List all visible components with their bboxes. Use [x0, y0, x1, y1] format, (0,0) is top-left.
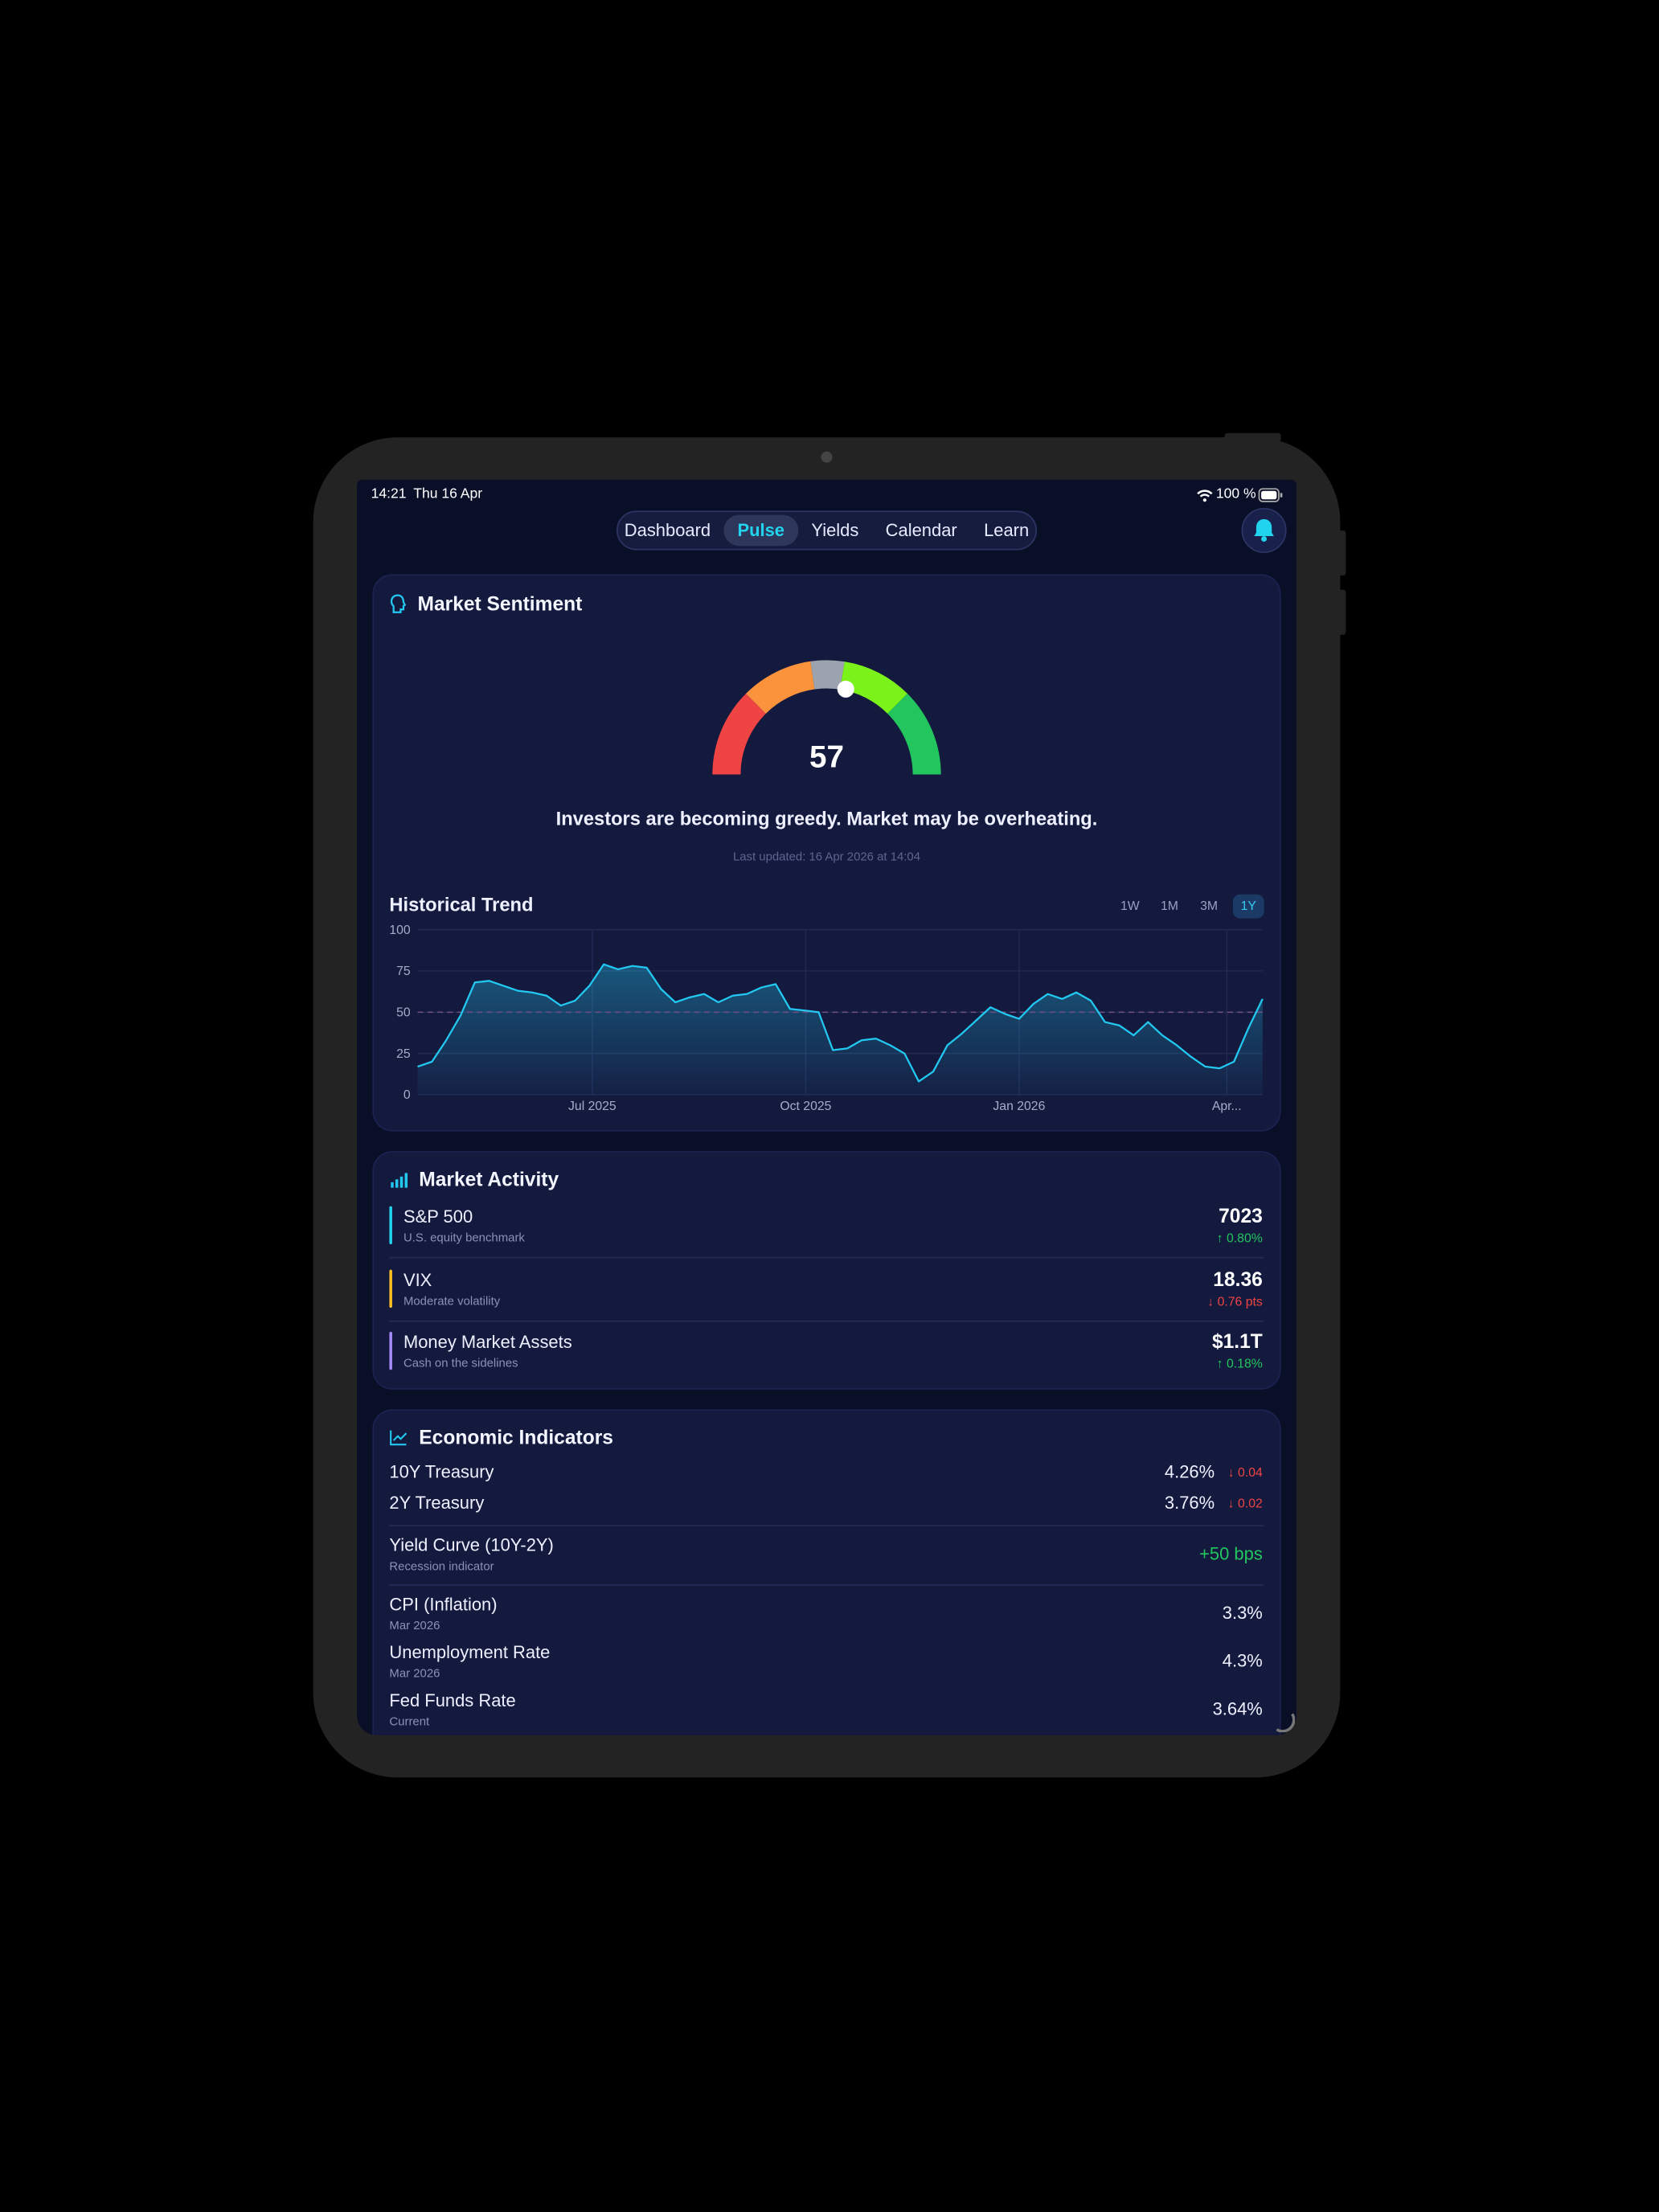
- indicator-name: Fed Funds Rate: [389, 1690, 516, 1711]
- sentiment-message: Investors are becoming greedy. Market ma…: [555, 808, 1098, 830]
- row-name: VIX: [403, 1269, 432, 1290]
- section-title: Historical Trend: [389, 894, 534, 916]
- accent-bar: [389, 1206, 392, 1244]
- battery-text: 100 %: [1215, 486, 1256, 502]
- indicator-name: 2Y Treasury: [389, 1493, 485, 1514]
- indicator-value: 4.26%: [1164, 1462, 1215, 1482]
- activity-card: [372, 1151, 1281, 1390]
- nav-tab[interactable]: Dashboard: [624, 520, 711, 541]
- screen: 14:21 Thu 16 Apr 100 % Dashboard Pulse Yie…: [357, 479, 1296, 1735]
- gauge-zone: [887, 694, 941, 775]
- gauge-zone: [810, 660, 845, 690]
- separator: [389, 1583, 1264, 1586]
- nav-tab[interactable]: Calendar: [885, 520, 957, 541]
- screen-layer: 14:21 Thu 16 Apr 100 % Dashboard Pulse Yie…: [357, 480, 1296, 1735]
- accent-bar: [389, 1331, 392, 1370]
- indicator-value: 3.76%: [1164, 1493, 1215, 1514]
- y-tick-label: 0: [403, 1088, 411, 1102]
- card-title: Market Activity: [419, 1167, 559, 1190]
- row-change: ↑ 0.18%: [1216, 1356, 1263, 1371]
- indicator-name: Yield Curve (10Y-2Y): [389, 1535, 554, 1555]
- indicator-name: Unemployment Rate: [389, 1642, 551, 1663]
- gauge-marker: [837, 680, 854, 698]
- y-tick-label: 100: [389, 924, 411, 937]
- last-updated: Last updated: 16 Apr 2026 at 14:04: [732, 849, 921, 863]
- y-tick-label: 75: [396, 965, 411, 978]
- indicator-note: Current: [389, 1714, 430, 1728]
- indicator-note: Mar 2026: [389, 1665, 440, 1681]
- home-corner: [1276, 1713, 1296, 1733]
- indicator-value: 4.3%: [1222, 1651, 1263, 1671]
- row-change: ↑ 0.80%: [1216, 1231, 1263, 1246]
- gauge-zone: [712, 694, 766, 775]
- indicators-card: [372, 1409, 1281, 1735]
- x-tick-label: Jan 2026: [993, 1100, 1045, 1113]
- battery-icon: [1258, 488, 1283, 502]
- gauge: [712, 660, 941, 775]
- row-value: 7023: [1219, 1204, 1263, 1227]
- nav-tab[interactable]: Yields: [811, 520, 859, 541]
- row-value: $1.1T: [1211, 1329, 1263, 1353]
- wifi-icon: [1197, 490, 1213, 502]
- indicator-change: ↓ 0.04: [1227, 1464, 1263, 1480]
- indicator-change: ↓ 0.02: [1227, 1496, 1263, 1511]
- row-note: U.S. equity benchmark: [403, 1230, 525, 1244]
- notifications-button[interactable]: [1241, 507, 1287, 553]
- row-name: S&P 500: [403, 1206, 473, 1227]
- row-note: Cash on the sidelines: [403, 1355, 518, 1370]
- bell-icon: [1254, 518, 1274, 542]
- range-button[interactable]: 3M: [1200, 898, 1219, 913]
- row-change: ↓ 0.76 pts: [1207, 1293, 1263, 1309]
- nav-tab[interactable]: Pulse: [723, 514, 798, 547]
- indicator-value: +50 bps: [1199, 1543, 1263, 1564]
- gauge-value: 57: [809, 739, 844, 775]
- card-title: Market Sentiment: [417, 592, 583, 615]
- range-button[interactable]: 1M: [1160, 898, 1178, 913]
- row-value: 18.36: [1213, 1267, 1263, 1290]
- nav-tab[interactable]: Learn: [984, 520, 1030, 541]
- gauge-zone: [745, 661, 815, 714]
- separator: [389, 1256, 1264, 1259]
- trend-chart: 0 25 50 75 100 Jul 2025 Oct 2025 Jan 2026 Apr...: [389, 924, 1264, 1113]
- y-tick-label: 50: [396, 1006, 411, 1020]
- indicator-note: Recession indicator: [389, 1559, 494, 1573]
- gauge-zone: [840, 662, 908, 714]
- sentiment-icon: [390, 594, 407, 613]
- separator: [389, 1525, 1264, 1527]
- indicator-value: 3.64%: [1212, 1699, 1263, 1719]
- status-time: 14:21: [371, 486, 407, 502]
- x-tick-label: Jul 2025: [568, 1100, 616, 1113]
- accent-bar: [389, 1268, 392, 1308]
- indicator-name: 10Y Treasury: [389, 1462, 494, 1482]
- trend-area: [417, 964, 1263, 1095]
- row-note: Moderate volatility: [403, 1292, 501, 1307]
- range-button[interactable]: 1W: [1120, 898, 1140, 913]
- card-title: Economic Indicators: [419, 1425, 613, 1448]
- status-date: Thu 16 Apr: [413, 486, 483, 502]
- x-tick-label: Apr...: [1212, 1100, 1242, 1113]
- indicators-icon: [390, 1430, 408, 1446]
- indicator-note: Mar 2026: [389, 1617, 440, 1632]
- camera: [821, 451, 833, 463]
- range-button[interactable]: 1Y: [1232, 894, 1264, 919]
- separator: [389, 1319, 1264, 1321]
- trend-line: [417, 963, 1264, 1083]
- x-tick-label: Oct 2025: [780, 1100, 831, 1113]
- indicator-value: 3.3%: [1222, 1603, 1263, 1624]
- indicator-name: CPI (Inflation): [389, 1595, 498, 1615]
- y-tick-label: 25: [396, 1047, 411, 1061]
- tab-bar: Dashboard Pulse Yields Calendar Learn: [616, 510, 1037, 551]
- row-name: Money Market Assets: [403, 1332, 572, 1353]
- activity-icon: [391, 1173, 408, 1188]
